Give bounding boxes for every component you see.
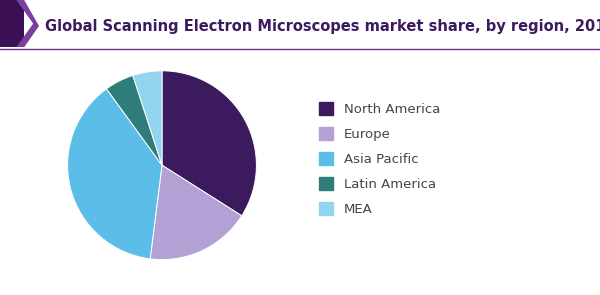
Wedge shape <box>68 89 162 259</box>
Wedge shape <box>133 71 162 165</box>
Polygon shape <box>16 0 39 47</box>
Wedge shape <box>107 76 162 165</box>
Legend: North America, Europe, Asia Pacific, Latin America, MEA: North America, Europe, Asia Pacific, Lat… <box>319 102 440 216</box>
Text: Global Scanning Electron Microscopes market share, by region, 2016 (%): Global Scanning Electron Microscopes mar… <box>45 19 600 34</box>
Polygon shape <box>0 0 24 47</box>
Wedge shape <box>162 71 256 216</box>
Wedge shape <box>150 165 242 260</box>
